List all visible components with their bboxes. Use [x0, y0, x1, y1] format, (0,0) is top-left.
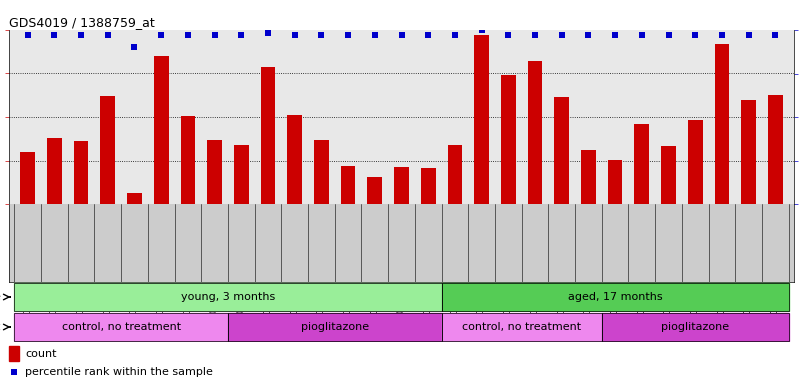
Point — [7, 369, 20, 375]
Bar — [180, 116, 195, 204]
Point — [529, 32, 541, 38]
Bar — [228, 313, 441, 341]
Point — [635, 32, 648, 38]
Bar — [768, 95, 783, 204]
Point — [235, 32, 248, 38]
Point — [182, 32, 195, 38]
Bar — [368, 177, 382, 204]
Bar — [688, 121, 702, 204]
Bar — [441, 313, 602, 341]
Point — [555, 32, 568, 38]
Point — [769, 32, 782, 38]
Bar — [340, 166, 356, 204]
Point — [208, 32, 221, 38]
Bar — [441, 283, 789, 311]
Text: agent: agent — [0, 322, 1, 332]
Point — [502, 32, 515, 38]
Bar — [14, 283, 441, 311]
Text: control, no treatment: control, no treatment — [462, 322, 582, 332]
Bar — [154, 56, 168, 204]
Bar — [207, 140, 222, 204]
Point — [475, 27, 488, 33]
Point — [662, 32, 675, 38]
Bar — [234, 145, 248, 204]
Point — [449, 32, 461, 38]
Point — [48, 32, 61, 38]
Point — [395, 32, 408, 38]
Point — [315, 32, 328, 38]
Bar — [714, 44, 729, 204]
Bar — [14, 313, 228, 341]
Point — [582, 32, 595, 38]
Point — [689, 32, 702, 38]
Bar — [441, 283, 789, 311]
Bar — [394, 167, 409, 204]
Point — [22, 32, 34, 38]
Text: control, no treatment: control, no treatment — [62, 322, 181, 332]
Bar — [554, 97, 569, 204]
Point — [262, 30, 275, 36]
Text: pioglitazone: pioglitazone — [661, 322, 729, 332]
Text: young, 3 months: young, 3 months — [181, 292, 275, 302]
Bar — [14, 313, 228, 341]
Text: count: count — [25, 349, 57, 359]
Bar — [602, 313, 789, 341]
Bar — [127, 193, 142, 204]
Bar — [314, 140, 328, 204]
Bar — [474, 35, 489, 204]
Point — [155, 32, 167, 38]
Bar — [448, 145, 462, 204]
Bar — [9, 346, 18, 361]
Text: age: age — [0, 292, 1, 302]
Bar — [260, 68, 276, 204]
Bar — [74, 141, 88, 204]
Text: pioglitazone: pioglitazone — [300, 322, 368, 332]
Bar — [228, 313, 441, 341]
Bar — [47, 138, 62, 204]
Bar — [14, 283, 441, 311]
Point — [715, 32, 728, 38]
Point — [74, 32, 87, 38]
Bar — [100, 96, 115, 204]
Bar — [421, 168, 436, 204]
Bar — [20, 152, 35, 204]
Bar — [581, 150, 596, 204]
Bar — [608, 160, 622, 204]
Text: aged, 17 months: aged, 17 months — [568, 292, 662, 302]
Point — [288, 32, 301, 38]
Point — [342, 32, 355, 38]
Bar — [501, 75, 516, 204]
Bar — [602, 313, 789, 341]
Point — [368, 32, 381, 38]
Bar — [528, 61, 542, 204]
Bar — [741, 99, 756, 204]
Bar — [634, 124, 649, 204]
Bar — [288, 115, 302, 204]
Bar — [661, 146, 676, 204]
Point — [743, 32, 755, 38]
Point — [422, 32, 435, 38]
Point — [102, 32, 115, 38]
Text: percentile rank within the sample: percentile rank within the sample — [25, 367, 213, 377]
Text: GDS4019 / 1388759_at: GDS4019 / 1388759_at — [9, 16, 155, 29]
Point — [609, 32, 622, 38]
Bar — [441, 313, 602, 341]
Point — [128, 44, 141, 50]
